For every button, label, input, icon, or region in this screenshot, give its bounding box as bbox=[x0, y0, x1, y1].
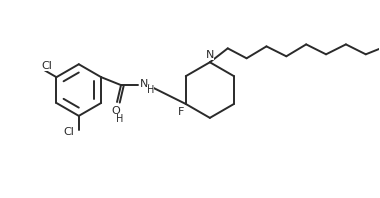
Text: Cl: Cl bbox=[63, 127, 74, 137]
Text: N: N bbox=[140, 79, 148, 89]
Text: H: H bbox=[116, 114, 124, 124]
Text: N: N bbox=[206, 50, 214, 60]
Text: O: O bbox=[112, 106, 120, 116]
Text: H: H bbox=[147, 85, 155, 95]
Text: F: F bbox=[177, 107, 184, 117]
Text: Cl: Cl bbox=[41, 61, 52, 71]
